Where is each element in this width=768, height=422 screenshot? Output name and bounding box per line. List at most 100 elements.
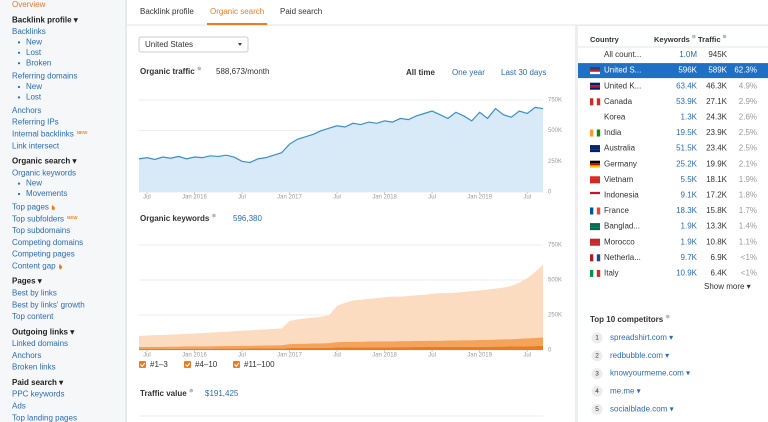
new-badge: NEW (67, 215, 78, 220)
table-cell: 23.4K (706, 144, 728, 153)
flag (590, 194, 600, 197)
sidebar-item[interactable]: Overview (12, 0, 46, 9)
period-option[interactable]: Last 30 days (501, 68, 546, 77)
table-cell[interactable]: 19.5K (676, 128, 698, 137)
x-tick-label: Jul (333, 195, 341, 201)
traffic-value: 588,673 (216, 67, 245, 76)
table-cell: 18.1K (706, 175, 728, 184)
sidebar-item[interactable]: Broken links (12, 363, 56, 372)
competitor-domain[interactable]: redbubble.com ▾ (610, 351, 669, 360)
competitor-domain[interactable]: knowyourmeme.com ▾ (610, 369, 690, 378)
selected-row[interactable] (578, 63, 768, 79)
flag (590, 225, 600, 228)
y-tick-label: 250K (548, 313, 562, 319)
rank-badge (591, 385, 603, 397)
table-cell[interactable]: 9.1K (681, 191, 698, 200)
table-cell[interactable]: 1.0M (679, 50, 697, 59)
sidebar-item[interactable]: Top landing pages (12, 413, 77, 422)
x-tick-label: Jan 2017 (277, 353, 302, 359)
show-more[interactable]: Show more ▾ (704, 282, 751, 291)
competitor-domain[interactable]: me.me ▾ (610, 387, 641, 396)
table-cell[interactable]: 53.9K (676, 97, 698, 106)
sidebar-item[interactable]: Lost (26, 93, 42, 102)
flag (590, 227, 600, 231)
sidebar-item[interactable]: Anchors (12, 106, 41, 115)
sidebar-item[interactable]: Best by links (12, 289, 57, 298)
x-tick-label: Jul (143, 195, 151, 201)
legend-checkbox[interactable] (139, 361, 146, 368)
sidebar-item[interactable]: Top subfolders (12, 214, 64, 223)
period-option[interactable]: All time (406, 68, 435, 77)
table-cell[interactable]: 596K (678, 66, 697, 75)
sidebar-item[interactable]: Movements (26, 189, 67, 198)
tab[interactable]: Backlink profile (140, 7, 194, 16)
sidebar-item[interactable]: New (26, 179, 42, 188)
sidebar-item[interactable]: Best by links' growth (12, 300, 85, 309)
keyword-area (139, 345, 543, 350)
sidebar-item[interactable]: New (26, 82, 42, 91)
table-cell[interactable]: 5.5K (681, 175, 698, 184)
table-cell: 1.4% (739, 222, 757, 231)
tab[interactable]: Paid search (280, 7, 322, 16)
sidebar-item[interactable]: Organic keywords (12, 168, 76, 177)
table-cell: <1% (741, 269, 757, 278)
sidebar-item[interactable]: Linked domains (12, 339, 68, 348)
sidebar-item[interactable]: Top subdomains (12, 226, 70, 235)
keyword-area (139, 264, 543, 348)
legend-label[interactable]: #4–10 (195, 360, 218, 369)
sidebar-item[interactable]: Competing domains (12, 238, 83, 247)
table-cell[interactable]: 1.9K (681, 237, 698, 246)
table-cell: 1.8% (739, 191, 757, 200)
legend-label[interactable]: #11–100 (244, 360, 275, 369)
tab[interactable]: Organic search (210, 7, 264, 16)
x-tick-label: Jan 2017 (277, 195, 302, 201)
table-cell[interactable]: 63.4K (676, 81, 698, 90)
sidebar-item[interactable]: Top content (12, 312, 54, 321)
table-cell[interactable]: 51.5K (676, 144, 698, 153)
competitor-domain[interactable]: socialblade.com ▾ (610, 404, 674, 413)
keywords-value: 596,380 (233, 214, 262, 223)
table-cell[interactable]: 10.9K (676, 269, 698, 278)
sidebar-item[interactable]: Content gap (12, 262, 56, 271)
period-option[interactable]: One year (452, 68, 485, 77)
sidebar-item[interactable]: Top pages (12, 203, 49, 212)
table-cell[interactable]: 9.7K (681, 253, 698, 262)
keyword-area (139, 337, 543, 350)
table-cell: 945K (708, 50, 727, 59)
flag (590, 67, 600, 70)
sidebar-item[interactable]: Competing pages (12, 250, 75, 259)
sidebar-item[interactable]: Internal backlinks (12, 130, 74, 139)
section-title: Top 10 competitors (590, 315, 664, 324)
sidebar-item[interactable]: Lost (26, 48, 42, 57)
legend-label[interactable]: #1–3 (150, 360, 168, 369)
sidebar-item[interactable]: Backlinks (12, 27, 46, 36)
sidebar-item[interactable]: Referring domains (12, 72, 77, 81)
sidebar-item[interactable]: Ads (12, 402, 26, 411)
competitor-domain[interactable]: spreadshirt.com ▾ (610, 333, 673, 342)
table-cell[interactable]: 1.3K (681, 113, 698, 122)
table-cell[interactable]: 1.9K (681, 222, 698, 231)
table-cell: 1.9% (739, 175, 757, 184)
sidebar-item[interactable]: Broken (26, 58, 51, 67)
sidebar-item: Outgoing links ▾ (12, 327, 75, 336)
x-tick-label: Jul (238, 195, 246, 201)
sidebar-item[interactable]: Link intersect (12, 141, 60, 150)
table-cell: 1.1% (739, 237, 757, 246)
sidebar-item[interactable]: Anchors (12, 351, 41, 360)
table-cell[interactable]: 18.3K (676, 206, 698, 215)
table-cell: 46.3K (706, 81, 728, 90)
section-title: Organic keywords (140, 214, 210, 223)
table-cell[interactable]: 25.2K (676, 159, 698, 168)
country-select[interactable] (138, 36, 249, 53)
sidebar-item[interactable]: New (26, 38, 42, 47)
sidebar-item[interactable]: PPC keywords (12, 390, 64, 399)
flag (590, 116, 600, 119)
legend-checkbox[interactable] (233, 361, 240, 368)
x-tick-label: Jan 2016 (182, 353, 207, 359)
sidebar-item[interactable]: Referring IPs (12, 118, 59, 127)
checkmark (140, 362, 146, 368)
tab-bar (127, 0, 768, 25)
flag (590, 178, 600, 181)
legend-checkbox[interactable] (184, 361, 191, 368)
flag (590, 98, 594, 106)
